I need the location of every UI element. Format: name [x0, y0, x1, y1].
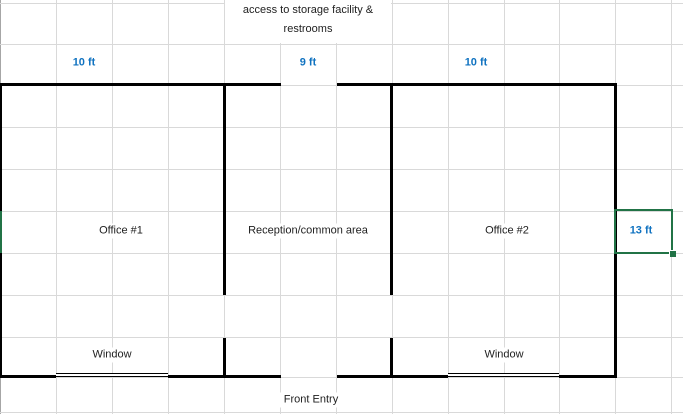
selected-cell-border[interactable]	[614, 209, 673, 254]
wall-interior-left-lower	[223, 338, 226, 378]
window-right-label[interactable]: Window	[479, 347, 529, 363]
window-border-left	[56, 373, 168, 377]
dim-reception-width[interactable]: 9 ft	[294, 55, 322, 71]
storage-access-cell[interactable]: access to storage facility & restrooms	[225, 0, 391, 43]
dim-office1-width[interactable]: 10 ft	[67, 55, 101, 71]
window-left-label[interactable]: Window	[87, 347, 137, 363]
room-reception-label[interactable]: Reception/common area	[243, 223, 373, 239]
wall-bottom-seg3	[337, 375, 448, 378]
wall-interior-right-lower	[390, 338, 393, 378]
wall-interior-right-upper	[390, 83, 393, 295]
wall-bottom-seg1	[0, 375, 56, 378]
wall-bottom-seg2	[168, 375, 281, 378]
wall-interior-left-upper	[223, 83, 226, 295]
room-office1-label[interactable]: Office #1	[94, 223, 148, 239]
wall-top-left	[0, 83, 281, 86]
front-entry-label[interactable]: Front Entry	[278, 392, 344, 408]
room-office2-label[interactable]: Office #2	[480, 223, 534, 239]
dim-building-depth[interactable]: 13 ft	[629, 224, 653, 237]
wall-top-right	[337, 83, 617, 86]
wall-bottom-seg4	[559, 375, 617, 378]
dim-office2-width[interactable]: 10 ft	[459, 55, 493, 71]
fill-handle[interactable]	[670, 251, 676, 257]
window-border-right	[448, 373, 559, 377]
selection-edge-left	[0, 211, 2, 253]
